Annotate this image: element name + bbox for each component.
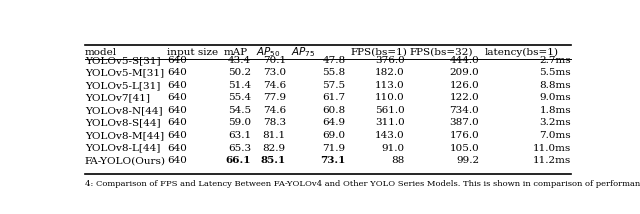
Text: 640: 640 — [167, 81, 187, 90]
Text: 55.8: 55.8 — [322, 68, 346, 77]
Text: 387.0: 387.0 — [449, 119, 479, 128]
Text: $\mathit{AP}_{75}$: $\mathit{AP}_{75}$ — [291, 45, 316, 59]
Text: 77.9: 77.9 — [262, 93, 286, 103]
Text: input size: input size — [167, 48, 218, 56]
Text: 122.0: 122.0 — [449, 93, 479, 103]
Text: 51.4: 51.4 — [228, 81, 251, 90]
Text: 110.0: 110.0 — [375, 93, 405, 103]
Text: 65.3: 65.3 — [228, 144, 251, 153]
Text: 74.6: 74.6 — [262, 106, 286, 115]
Text: 57.5: 57.5 — [322, 81, 346, 90]
Text: 561.0: 561.0 — [375, 106, 405, 115]
Text: 85.1: 85.1 — [260, 156, 286, 165]
Text: YOLOv8-N[44]: YOLOv8-N[44] — [85, 106, 163, 115]
Text: 9.0ms: 9.0ms — [540, 93, 571, 103]
Text: 640: 640 — [167, 144, 187, 153]
Text: 11.0ms: 11.0ms — [532, 144, 571, 153]
Text: mAP: mAP — [224, 48, 248, 56]
Text: 59.0: 59.0 — [228, 119, 251, 128]
Text: 640: 640 — [167, 106, 187, 115]
Text: 143.0: 143.0 — [375, 131, 405, 140]
Text: 54.5: 54.5 — [228, 106, 251, 115]
Text: 47.8: 47.8 — [322, 56, 346, 65]
Text: 71.9: 71.9 — [322, 144, 346, 153]
Text: 311.0: 311.0 — [375, 119, 405, 128]
Text: 73.1: 73.1 — [320, 156, 346, 165]
Text: latency(bs=1): latency(bs=1) — [484, 48, 558, 57]
Text: 734.0: 734.0 — [449, 106, 479, 115]
Text: 78.3: 78.3 — [262, 119, 286, 128]
Text: $\mathit{AP}_{50}$: $\mathit{AP}_{50}$ — [256, 45, 281, 59]
Text: YOLOv5-L[31]: YOLOv5-L[31] — [85, 81, 161, 90]
Text: 74.6: 74.6 — [262, 81, 286, 90]
Text: 81.1: 81.1 — [262, 131, 286, 140]
Text: 640: 640 — [167, 68, 187, 77]
Text: 69.0: 69.0 — [322, 131, 346, 140]
Text: 3.2ms: 3.2ms — [540, 119, 571, 128]
Text: 66.1: 66.1 — [226, 156, 251, 165]
Text: 91.0: 91.0 — [381, 144, 405, 153]
Text: 126.0: 126.0 — [449, 81, 479, 90]
Text: 50.2: 50.2 — [228, 68, 251, 77]
Text: 209.0: 209.0 — [449, 68, 479, 77]
Text: 182.0: 182.0 — [375, 68, 405, 77]
Text: 55.4: 55.4 — [228, 93, 251, 103]
Text: YOLOv8-M[44]: YOLOv8-M[44] — [85, 131, 164, 140]
Text: 43.4: 43.4 — [228, 56, 251, 65]
Text: model: model — [85, 48, 117, 56]
Text: 640: 640 — [167, 131, 187, 140]
Text: 4: Comparison of FPS and Latency Between FA-YOLOv4 and Other YOLO Series Models.: 4: Comparison of FPS and Latency Between… — [85, 180, 640, 188]
Text: 88: 88 — [392, 156, 405, 165]
Text: 105.0: 105.0 — [449, 144, 479, 153]
Text: 61.7: 61.7 — [322, 93, 346, 103]
Text: YOLOv5-S[31]: YOLOv5-S[31] — [85, 56, 161, 65]
Text: 64.9: 64.9 — [322, 119, 346, 128]
Text: 8.8ms: 8.8ms — [540, 81, 571, 90]
Text: YOLOv5-M[31]: YOLOv5-M[31] — [85, 68, 164, 77]
Text: 376.0: 376.0 — [375, 56, 405, 65]
Text: 113.0: 113.0 — [375, 81, 405, 90]
Text: 176.0: 176.0 — [449, 131, 479, 140]
Text: 73.0: 73.0 — [262, 68, 286, 77]
Text: 640: 640 — [167, 156, 187, 165]
Text: FPS(bs=1): FPS(bs=1) — [350, 48, 407, 56]
Text: 70.1: 70.1 — [262, 56, 286, 65]
Text: 640: 640 — [167, 93, 187, 103]
Text: 63.1: 63.1 — [228, 131, 251, 140]
Text: 7.0ms: 7.0ms — [540, 131, 571, 140]
Text: 60.8: 60.8 — [322, 106, 346, 115]
Text: YOLOv8-L[44]: YOLOv8-L[44] — [85, 144, 161, 153]
Text: YOLOv8-S[44]: YOLOv8-S[44] — [85, 119, 161, 128]
Text: 5.5ms: 5.5ms — [540, 68, 571, 77]
Text: 82.9: 82.9 — [262, 144, 286, 153]
Text: FPS(bs=32): FPS(bs=32) — [410, 48, 474, 56]
Text: 99.2: 99.2 — [456, 156, 479, 165]
Text: 444.0: 444.0 — [449, 56, 479, 65]
Text: YOLOv7[41]: YOLOv7[41] — [85, 93, 150, 103]
Text: 1.8ms: 1.8ms — [540, 106, 571, 115]
Text: 11.2ms: 11.2ms — [532, 156, 571, 165]
Text: FA-YOLO(Ours): FA-YOLO(Ours) — [85, 156, 166, 165]
Text: 2.7ms: 2.7ms — [540, 56, 571, 65]
Text: 640: 640 — [167, 119, 187, 128]
Text: 640: 640 — [167, 56, 187, 65]
